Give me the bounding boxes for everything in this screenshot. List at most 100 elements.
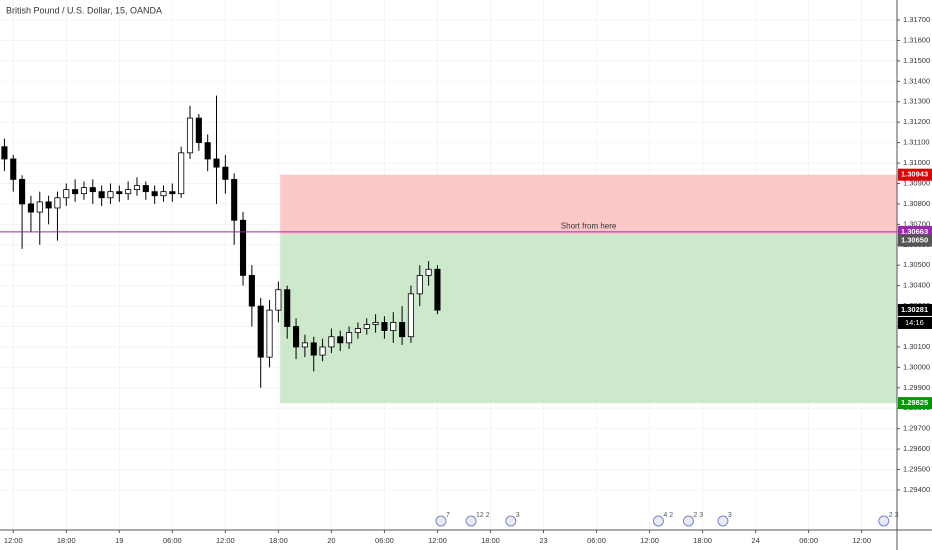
y-tick-label: 1.29600: [903, 444, 930, 453]
event-label: 3: [728, 512, 732, 519]
candle-body: [142, 185, 149, 193]
x-tick-label: 20: [327, 536, 335, 545]
position-note: Short from here: [561, 222, 617, 231]
target-label: 1.29825: [901, 398, 928, 407]
y-tick-label: 1.30100: [903, 342, 930, 351]
event-label: 2 3: [889, 512, 899, 519]
event-marker[interactable]: [652, 515, 664, 527]
candle-body: [301, 342, 308, 348]
x-tick-label: 18:00: [481, 536, 500, 545]
y-tick-label: 1.30700: [903, 219, 930, 228]
x-tick-label: 06:00: [587, 536, 606, 545]
candles: [1, 95, 441, 388]
x-tick-label: 06:00: [375, 536, 394, 545]
candle-body: [1, 146, 8, 160]
candle-body: [319, 346, 326, 356]
stop-label: 1.30943: [901, 170, 928, 179]
event-marker[interactable]: [717, 515, 729, 527]
chart-title: British Pound / U.S. Dollar, 15, OANDA: [6, 5, 162, 15]
candle-body: [346, 332, 353, 344]
candle-body: [416, 275, 423, 295]
candle-body: [169, 191, 176, 195]
x-tick-label: 19: [115, 536, 123, 545]
last-price-label: 1.30281: [901, 305, 928, 314]
candle-body: [407, 293, 414, 338]
candle-body: [213, 158, 220, 168]
entry-label: 1.30650: [901, 236, 928, 245]
candle-body: [36, 201, 43, 213]
candle-body: [107, 191, 114, 199]
event-marker[interactable]: [435, 515, 447, 527]
stop-zone: [280, 174, 897, 235]
event-marker[interactable]: [878, 515, 890, 527]
y-tick-label: 1.29700: [903, 424, 930, 433]
candle-body: [425, 268, 432, 276]
x-tick-label: 24: [751, 536, 759, 545]
y-tick-label: 1.31200: [903, 117, 930, 126]
y-tick-label: 1.30900: [903, 178, 930, 187]
candle-body: [10, 158, 17, 180]
candle-body: [98, 191, 105, 199]
x-tick-label: 12:00: [852, 536, 871, 545]
candle-body: [328, 336, 335, 348]
candle-body: [399, 322, 406, 338]
event-marker[interactable]: [505, 515, 517, 527]
y-tick-label: 1.31000: [903, 158, 930, 167]
candle-body: [160, 191, 167, 197]
candle-body: [231, 178, 238, 221]
candle-body: [54, 197, 61, 209]
x-tick-label: 12:00: [4, 536, 23, 545]
candle-body: [266, 309, 273, 358]
x-tick-label: 12:00: [640, 536, 659, 545]
candle-body: [204, 142, 211, 160]
position-zones: Short from here: [280, 174, 897, 404]
candle-body: [248, 275, 255, 307]
candle-body: [72, 189, 79, 195]
last-price-label-box: [898, 303, 932, 316]
overlay: 7 12 2 3 4 2 2 3 3 2 3: [0, 231, 899, 527]
x-tick-label: 06:00: [163, 536, 182, 545]
target-zone: [280, 234, 897, 404]
x-tick-label: 06:00: [799, 536, 818, 545]
candle-body: [381, 322, 388, 331]
entry-label-box: [898, 234, 932, 247]
y-tick-label: 1.31600: [903, 35, 930, 44]
event-label: 4 2: [663, 512, 673, 519]
event-marker[interactable]: [465, 515, 477, 527]
candle-body: [222, 166, 229, 180]
candle-body: [284, 289, 291, 327]
candle-body: [116, 191, 123, 195]
candle-body: [178, 152, 185, 195]
candle-body: [186, 117, 194, 154]
y-tick-label: 1.29500: [903, 465, 930, 474]
axes: 1.294001.295001.296001.297001.298001.299…: [4, 15, 932, 545]
x-tick-label: 12:00: [428, 536, 447, 545]
candle-body: [125, 189, 132, 195]
candle-body: [434, 268, 441, 311]
candle-body: [337, 336, 344, 344]
y-tick-label: 1.31700: [903, 15, 930, 24]
y-tick-label: 1.29400: [903, 485, 930, 494]
y-tick-label: 1.29900: [903, 383, 930, 392]
y-tick-label: 1.30500: [903, 260, 930, 269]
candle-body: [363, 324, 370, 329]
stop-label-box: [898, 168, 932, 181]
candle-body: [354, 328, 361, 334]
candle-body: [310, 342, 317, 356]
countdown-box: [898, 316, 932, 329]
y-tick-label: 1.31500: [903, 56, 930, 65]
candle-body: [63, 189, 70, 199]
y-tick-label: 1.30000: [903, 362, 930, 371]
event-label: 12 2: [476, 512, 490, 519]
event-label: 3: [516, 512, 520, 519]
x-tick-label: 18:00: [269, 536, 288, 545]
countdown: 14:16: [905, 318, 924, 327]
event-label: 2 3: [693, 512, 703, 519]
y-tick-label: 1.30400: [903, 281, 930, 290]
candle-body: [390, 322, 397, 331]
candle-body: [89, 187, 96, 193]
event-marker[interactable]: [682, 515, 694, 527]
x-tick-label: 12:00: [216, 536, 235, 545]
